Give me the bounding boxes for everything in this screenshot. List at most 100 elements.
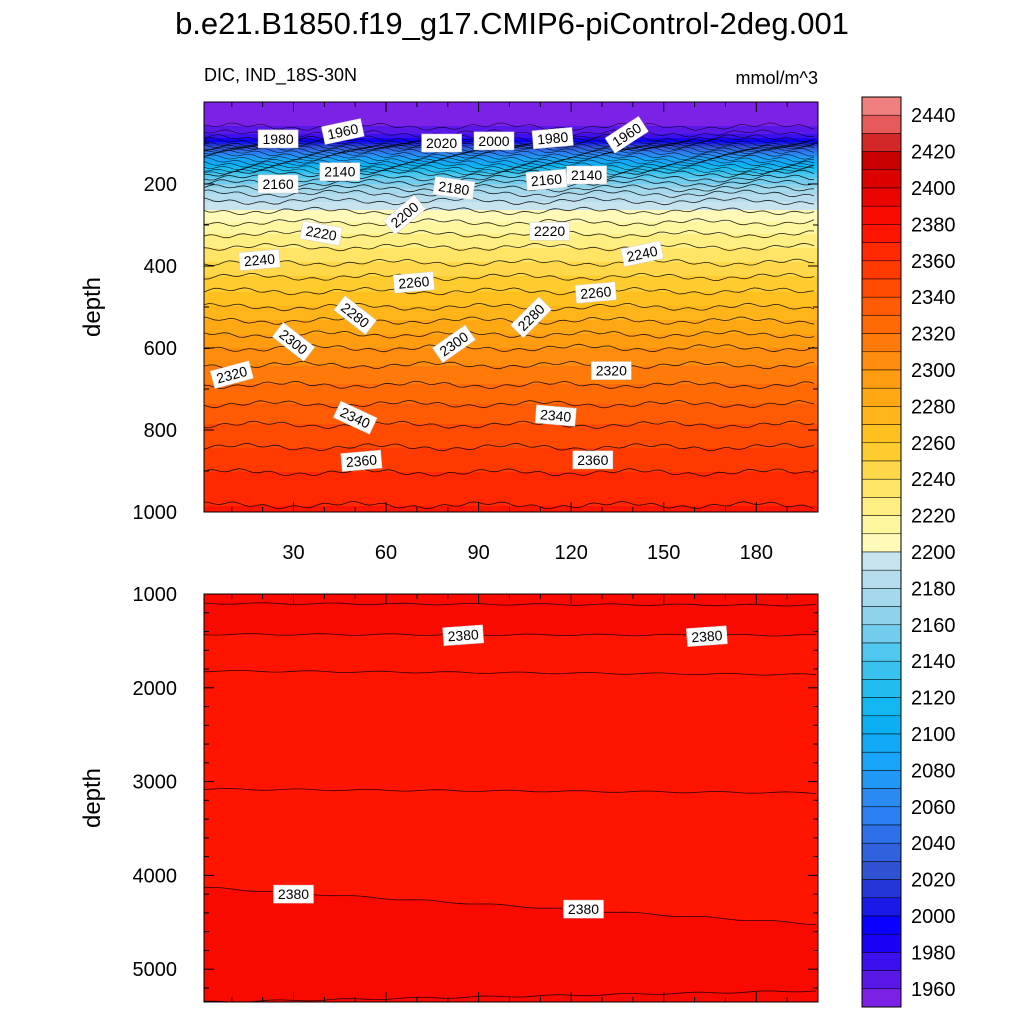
depth-band [204, 236, 818, 239]
contour-label-text: 1980 [263, 131, 294, 147]
contour-label-text: 2020 [426, 135, 457, 151]
depth-band [204, 484, 818, 487]
depth-band [204, 322, 818, 325]
depth-band [204, 402, 818, 405]
depth-band [204, 166, 818, 169]
depth-band [204, 158, 818, 161]
depth-band [204, 370, 818, 373]
depth-band [204, 170, 818, 173]
depth-band [204, 472, 818, 475]
depth-band [204, 492, 818, 495]
colorbar-box [861, 806, 902, 826]
depth-band [204, 670, 818, 793]
colorbar-tick-label: 1960 [911, 979, 956, 1001]
colorbar-tick-label: 2240 [911, 469, 956, 491]
depth-band [204, 498, 818, 501]
colorbar-tick-label: 2040 [911, 833, 956, 855]
contour-label-text: 2380 [568, 901, 599, 917]
contour-label-text: 2260 [580, 283, 613, 302]
contour-label-text: 2320 [215, 363, 249, 387]
colorbar-box [861, 861, 902, 880]
contour-label-text: 2320 [596, 363, 627, 379]
depth-band [204, 220, 818, 223]
depth-band [204, 270, 818, 273]
contour-line [204, 184, 815, 193]
contour-line [204, 380, 815, 390]
depth-band [204, 462, 818, 465]
depth-band [204, 284, 818, 287]
colorbar-box [861, 770, 902, 789]
depth-band [204, 188, 818, 191]
depth-band [204, 262, 818, 265]
depth-band [204, 112, 818, 115]
depth-band [204, 200, 818, 203]
depth-band [204, 460, 818, 463]
colorbar-box [861, 96, 902, 116]
depth-band [204, 386, 818, 389]
depth-band [204, 422, 818, 425]
depth-band [204, 404, 818, 407]
contour-label-text: 2380 [691, 627, 723, 645]
depth-band [204, 174, 818, 177]
colorbar-box [861, 915, 902, 935]
depth-band [204, 430, 818, 433]
depth-band [204, 502, 818, 505]
colorbar-box [861, 588, 902, 607]
y-tick-label: 800 [144, 420, 177, 442]
colorbar-box [861, 151, 902, 171]
colorbar-box [861, 952, 902, 971]
panel-units-label: mmol/m^3 [736, 68, 818, 88]
depth-band [204, 204, 818, 207]
depth-band [204, 300, 818, 303]
y-axis-label: depth [79, 277, 106, 337]
x-tick-label: 180 [740, 542, 773, 564]
depth-band [204, 350, 818, 353]
figure-title: b.e21.B1850.f19_g17.CMIP6-piControl-2deg… [175, 6, 849, 41]
depth-band [204, 250, 818, 253]
colorbar-box [861, 351, 902, 371]
depth-band [204, 398, 818, 401]
depth-band [204, 410, 818, 413]
x-tick-label: 120 [554, 542, 587, 564]
contour-line [204, 122, 815, 131]
depth-band [204, 278, 818, 281]
depth-band [204, 476, 818, 479]
depth-band [204, 432, 818, 435]
depth-band [204, 248, 818, 251]
contour-line [204, 169, 815, 178]
depth-band [204, 172, 818, 175]
contour-line [204, 602, 817, 607]
depth-band [204, 130, 818, 133]
colorbar-box [861, 733, 902, 753]
depth-band [204, 376, 818, 379]
depth-band [204, 238, 818, 241]
depth-band [204, 260, 818, 263]
depth-band [204, 454, 818, 457]
contour-line [204, 420, 815, 429]
contour-label: 2020 [421, 133, 462, 153]
depth-band [204, 286, 818, 289]
colorbar-box [861, 424, 902, 444]
depth-band [204, 190, 818, 193]
contour-label-text: 2380 [447, 626, 479, 644]
top-panel-axes: 30 60 90 120 150 180 200 400 600 800 1000 depth [79, 102, 819, 564]
depth-band [204, 314, 818, 317]
colorbar-box [861, 515, 902, 535]
top-panel-fill [204, 102, 818, 512]
contour-label: 2140 [566, 165, 607, 185]
contour-label: 1980 [531, 127, 574, 150]
colorbar-frame [861, 96, 902, 1008]
bottom-panel-axes: 1000 2000 3000 4000 5000 depth [79, 584, 819, 1002]
depth-band [204, 282, 818, 285]
contour-label: 2340 [534, 404, 577, 427]
depth-band [204, 356, 818, 359]
colorbar-box [861, 278, 902, 298]
depth-band [204, 412, 818, 415]
colorbar-tick-label: 2280 [911, 396, 956, 418]
depth-band [204, 374, 818, 377]
depth-band [204, 106, 818, 109]
depth-band [204, 372, 818, 375]
depth-band [204, 634, 818, 675]
depth-band [204, 440, 818, 443]
